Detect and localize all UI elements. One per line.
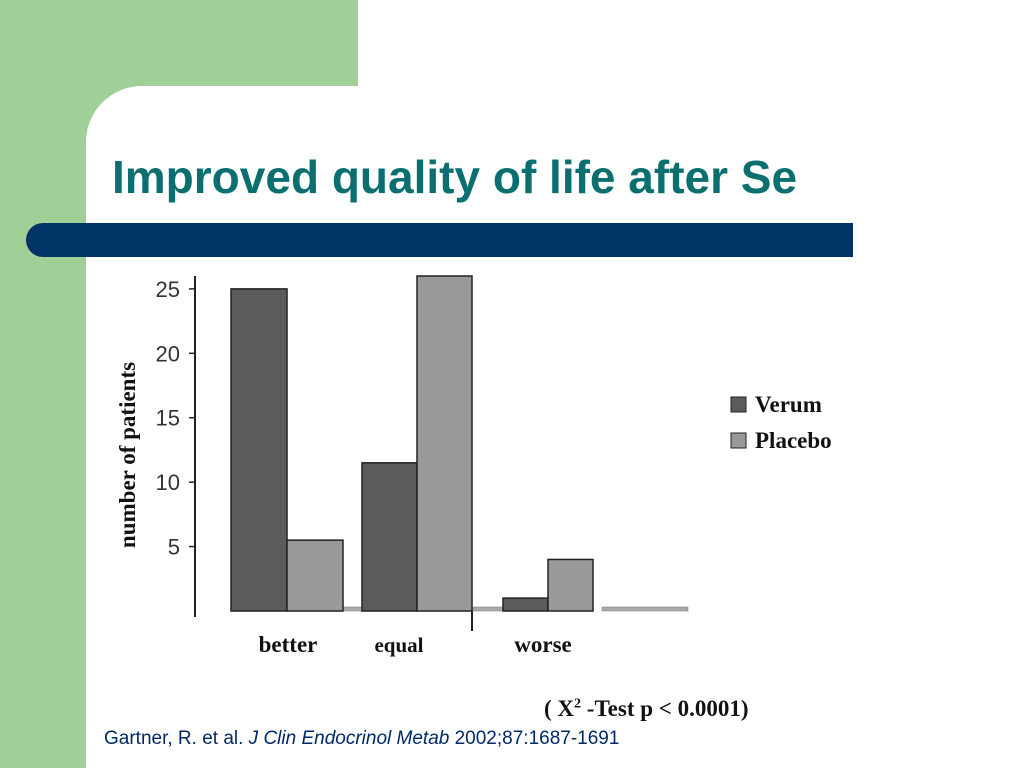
bar-worse-placebo	[547, 558, 594, 612]
stat-note-suffix: -Test p < 0.0001)	[581, 696, 749, 721]
y-axis-label: number of patients	[115, 362, 140, 548]
slide-top-white	[358, 0, 1024, 86]
citation: Gartner, R. et al. J Clin Endocrinol Met…	[104, 728, 619, 750]
bar-equal-verum	[361, 462, 418, 612]
title-underline-bar	[26, 223, 853, 257]
x-axis: better equal worse	[259, 611, 572, 657]
bar-better-placebo	[286, 539, 344, 612]
legend-label-placebo: Placebo	[755, 428, 832, 453]
bar-worse-verum	[502, 597, 549, 612]
bar-equal-placebo	[416, 275, 473, 612]
x-category-label: equal	[374, 633, 423, 657]
legend-swatch-placebo	[730, 432, 747, 449]
baseline-segment	[472, 606, 504, 612]
legend: Verum Placebo	[730, 392, 832, 453]
x-category-label: better	[259, 632, 318, 657]
y-axis: 5 10 15 20 25	[156, 276, 196, 617]
y-tick-label: 5	[168, 535, 180, 560]
y-tick-label: 20	[156, 341, 180, 366]
y-tick-label: 15	[156, 406, 180, 431]
stat-note-prefix: ( X	[544, 696, 575, 721]
y-tick-label: 10	[156, 470, 180, 495]
bar-better-verum	[230, 288, 288, 612]
stat-note-superscript: 2	[574, 696, 582, 712]
x-category-label: worse	[514, 632, 571, 657]
y-tick-label: 25	[156, 277, 180, 302]
baseline-segment	[601, 606, 689, 612]
chi-square-test-note: ( X2 -Test p < 0.0001)	[544, 696, 749, 722]
legend-label-verum: Verum	[755, 392, 822, 417]
legend-swatch-verum	[730, 396, 747, 413]
slide-title: Improved quality of life after Se	[112, 151, 798, 203]
citation-authors: Gartner, R. et al.	[104, 728, 249, 749]
citation-details: 2002;87:1687-1691	[449, 728, 620, 749]
citation-journal: J Clin Endocrinol Metab	[248, 728, 450, 749]
